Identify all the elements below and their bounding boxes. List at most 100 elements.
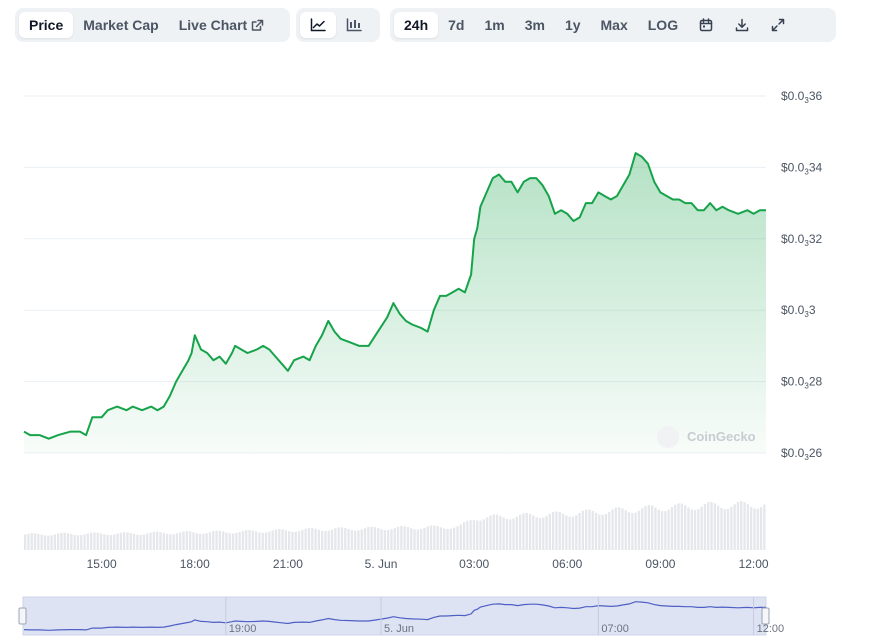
chart-type-group: [296, 8, 380, 42]
x-tick-label: 21:00: [273, 557, 303, 571]
expand-icon: [771, 18, 785, 32]
volume-bar: [93, 532, 96, 550]
download-button[interactable]: [724, 12, 760, 38]
log-scale-button[interactable]: LOG: [647, 17, 679, 33]
volume-bar: [139, 534, 142, 550]
volume-bar: [571, 516, 575, 550]
range-3m-button[interactable]: 3m: [524, 17, 545, 33]
volume-bar: [717, 505, 720, 550]
volume-bar: [703, 504, 707, 550]
volume-bar: [548, 513, 551, 550]
volume-bar: [403, 526, 406, 550]
volume-bar: [723, 509, 726, 550]
volume-bar: [354, 530, 357, 550]
volume-bar: [383, 530, 386, 550]
x-tick-label: 03:00: [459, 557, 489, 571]
volume-bar: [664, 511, 667, 550]
volume-bar: [189, 531, 192, 550]
tab-price[interactable]: Price: [19, 12, 74, 38]
volume-bar: [505, 518, 509, 550]
volume-bar: [278, 529, 281, 550]
volume-bar: [423, 527, 426, 550]
range-navigator[interactable]: 19:00 5. Jun 07:00 12:00: [18, 596, 784, 636]
navigator-tick-label: 5. Jun: [384, 623, 414, 635]
x-tick-label: 06:00: [552, 557, 582, 571]
volume-bar: [512, 518, 515, 550]
x-axis: 15:00 18:00 21:00 5. Jun 03:00 06:00 09:00 12:0…: [87, 557, 769, 571]
volume-bar: [212, 531, 215, 550]
tab-live-chart[interactable]: Live Chart: [169, 12, 274, 38]
volume-bar: [449, 528, 452, 550]
navigator-tick-label: 19:00: [229, 623, 257, 635]
volume-bar: [713, 503, 716, 550]
volume-bar: [624, 510, 627, 550]
volume-bar: [142, 534, 146, 550]
tab-market-cap[interactable]: Market Cap: [83, 17, 159, 33]
volume-bar: [281, 529, 284, 550]
volume-bar: [614, 507, 617, 550]
volume-bar: [733, 504, 736, 550]
volume-bar: [47, 535, 50, 550]
volume-bar: [363, 528, 367, 550]
navigator-handle-left[interactable]: [18, 607, 27, 625]
range-max-button[interactable]: Max: [600, 17, 628, 33]
external-link-icon: [251, 19, 264, 31]
y-tick-label: $0.033: [781, 303, 816, 319]
x-tick-label: 5. Jun: [365, 557, 398, 571]
volume-bar: [182, 531, 185, 550]
volume-bar: [750, 506, 753, 550]
calendar-button[interactable]: [688, 12, 724, 38]
volume-bar: [175, 533, 179, 550]
volume-bar: [380, 529, 383, 550]
volume-bar: [264, 532, 268, 550]
volume-bar: [479, 520, 482, 550]
volume-bar: [40, 534, 43, 550]
calendar-icon: [699, 18, 713, 32]
volume-bar: [472, 520, 476, 550]
x-tick-label: 15:00: [87, 557, 117, 571]
volume-bar: [83, 534, 86, 550]
candlestick-chart-button[interactable]: [336, 12, 372, 38]
view-tab-group: Price Market Cap Live Chart: [15, 8, 290, 42]
fullscreen-button[interactable]: [760, 12, 796, 38]
range-1y-button[interactable]: 1y: [564, 17, 581, 33]
volume-bar: [568, 516, 571, 550]
volume-bar: [443, 528, 446, 550]
volume-bar: [350, 530, 353, 550]
volume-bar: [60, 532, 63, 550]
line-chart-button[interactable]: [300, 12, 336, 38]
volume-bar: [116, 533, 119, 550]
volume-bar: [76, 535, 80, 550]
volume-bar: [611, 509, 614, 550]
volume-bar: [736, 502, 740, 550]
volume-bar: [156, 531, 159, 550]
volume-bar: [601, 514, 604, 550]
volume-bar: [677, 503, 680, 550]
navigator-window[interactable]: [22, 596, 767, 636]
volume-bar: [462, 522, 466, 550]
volume-bar: [565, 515, 568, 550]
volume-bar: [670, 507, 674, 550]
volume-bar: [202, 533, 205, 550]
navigator-handle-right[interactable]: [761, 607, 770, 625]
volume-bar: [268, 531, 271, 550]
volume-bar: [317, 529, 320, 550]
volume-bar: [410, 528, 413, 550]
volume-bar: [651, 505, 654, 550]
volume-bar: [743, 502, 746, 550]
volume-bar: [756, 508, 759, 550]
range-24h-button[interactable]: 24h: [394, 12, 439, 38]
volume-bar: [311, 528, 314, 550]
volume-bar: [492, 514, 495, 550]
volume-bar: [344, 527, 347, 550]
volume-bar: [70, 534, 73, 550]
volume-bar: [324, 531, 327, 550]
range-1m-button[interactable]: 1m: [484, 17, 505, 33]
volume-bar: [522, 513, 525, 550]
volume-bar: [693, 510, 697, 550]
range-7d-button[interactable]: 7d: [448, 17, 465, 33]
volume-bar: [486, 517, 489, 550]
volume-bar: [608, 511, 611, 550]
volume-bar: [258, 532, 261, 550]
